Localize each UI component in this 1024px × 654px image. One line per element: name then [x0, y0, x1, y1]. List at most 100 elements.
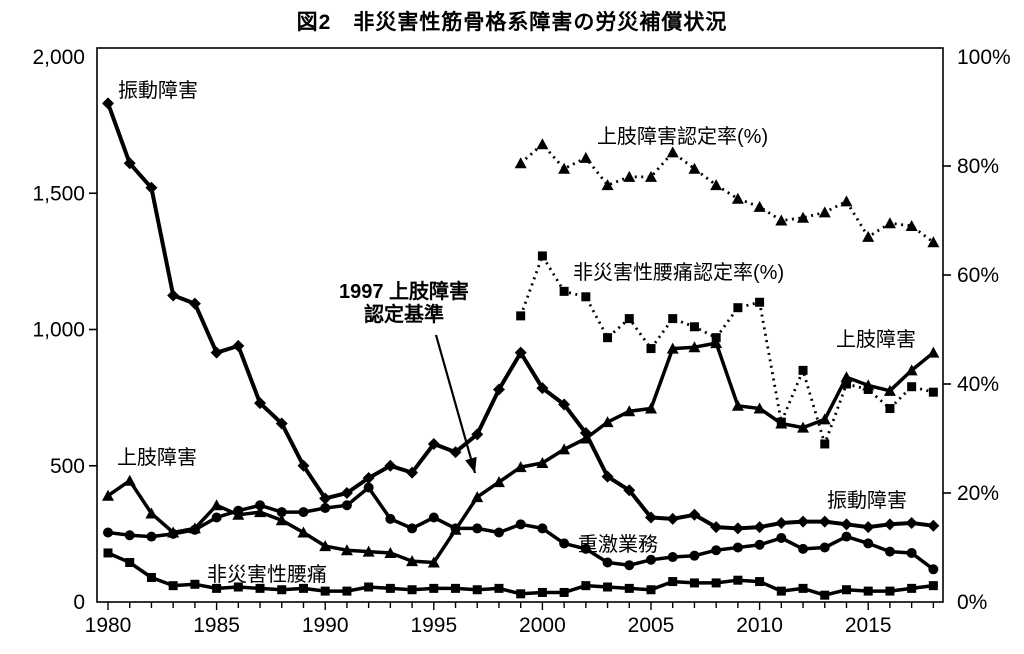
series-low-back-pain-approval-rate-point	[885, 404, 895, 414]
series-low-back-pain-approval-rate-point	[624, 314, 634, 324]
series-upper-limb-approval-rate-point	[753, 200, 766, 212]
series-low-back-pain-approval-rate-point	[689, 322, 699, 332]
series-heavy-work-point	[841, 531, 852, 542]
series-non-accident-low-back-pain-point	[907, 583, 917, 593]
series-upper-limb-disorder-point	[123, 474, 136, 486]
series-upper-limb-approval-rate-point	[818, 206, 831, 218]
series-vibration-disorder-point	[797, 515, 810, 528]
series-heavy-work-point	[146, 531, 157, 542]
series-upper-limb-disorder-point	[645, 402, 657, 414]
series-upper-limb-disorder-point	[492, 476, 505, 488]
series-label: 上肢障害	[836, 328, 916, 351]
series-upper-limb-disorder-point	[927, 346, 940, 358]
series-upper-limb-disorder-point	[102, 489, 114, 501]
series-low-back-pain-approval-rate-point	[711, 333, 721, 343]
series-label: 上肢障害認定率(%)	[597, 125, 768, 148]
series-low-back-pain-approval-rate-point	[928, 387, 938, 397]
series-non-accident-low-back-pain-point	[581, 581, 591, 591]
series-upper-limb-disorder-point	[427, 556, 440, 568]
series-upper-limb-disorder-point	[297, 526, 310, 538]
series-non-accident-low-back-pain-point	[103, 548, 113, 558]
series-low-back-pain-approval-rate-point	[841, 379, 851, 389]
series-vibration-disorder-point	[319, 492, 332, 505]
series-upper-limb-disorder-point	[406, 555, 419, 567]
series-vibration-disorder-point	[275, 417, 288, 430]
series-upper-limb-disorder-point	[514, 461, 527, 473]
series-low-back-pain-approval-rate-point	[755, 297, 765, 307]
series-vibration-disorder-point	[731, 522, 744, 535]
series-label: 上肢障害	[117, 446, 197, 469]
series-upper-limb-disorder-point	[471, 491, 484, 503]
series-upper-limb-disorder-point	[254, 506, 267, 518]
series-heavy-work-point	[580, 543, 591, 554]
series-vibration-disorder-point	[123, 157, 136, 170]
left-axis-tick-label: 0	[73, 591, 85, 614]
series-upper-limb-disorder-point	[384, 546, 397, 558]
series-vibration-disorder-point	[883, 518, 896, 531]
series-heavy-work-point	[168, 528, 179, 539]
series-upper-limb-disorder-point	[840, 371, 853, 383]
series-low-back-pain-approval-rate-point	[820, 439, 830, 449]
series-heavy-work-point	[884, 546, 895, 557]
series-upper-limb-disorder-point	[666, 342, 679, 354]
x-axis-tick-label: 1990	[302, 614, 349, 637]
series-label: 振動障害	[118, 79, 198, 102]
x-axis-tick-label: 2005	[628, 614, 675, 637]
series-upper-limb-disorder-point	[905, 364, 918, 376]
series-heavy-work-point	[667, 552, 678, 563]
right-axis-tick-label: 80%	[957, 155, 999, 178]
left-axis-tick-label: 1,500	[32, 182, 85, 205]
series-non-accident-low-back-pain-point	[255, 583, 265, 593]
x-axis-tick-label: 1995	[410, 614, 457, 637]
series-low-back-pain-approval-rate-point	[863, 384, 873, 394]
series-non-accident-low-back-pain-point	[494, 583, 504, 593]
x-axis-tick-label: 1985	[193, 614, 240, 637]
series-upper-limb-approval-rate-point	[645, 170, 657, 182]
series-upper-limb-disorder-point	[797, 421, 810, 433]
left-axis-tick-label: 2,000	[32, 46, 85, 69]
series-heavy-work-point	[689, 550, 700, 561]
series-vibration-disorder-point	[145, 181, 158, 194]
series-vibration-disorder-point	[601, 470, 614, 483]
right-axis-tick-label: 20%	[957, 482, 999, 505]
series-vibration-disorder-point	[775, 516, 788, 529]
series-vibration-disorder-point	[254, 397, 267, 410]
series-non-accident-low-back-pain-point	[885, 586, 895, 596]
left-axis-tick-label: 1,000	[32, 319, 85, 342]
series-heavy-work-point	[341, 500, 352, 511]
series-upper-limb-disorder-point	[536, 457, 549, 469]
series-non-accident-low-back-pain-point	[516, 589, 526, 599]
series-non-accident-low-back-pain-point	[928, 581, 938, 591]
series-low-back-pain-approval-rate-point	[537, 251, 547, 261]
series-vibration-disorder-point	[297, 459, 310, 472]
series-vibration-disorder-point	[210, 346, 223, 359]
series-vibration-disorder-point	[818, 515, 831, 528]
series-non-accident-low-back-pain-point	[277, 585, 287, 595]
series-heavy-work-point	[646, 554, 656, 565]
series-upper-limb-disorder-point	[710, 337, 723, 349]
series-upper-limb-disorder-point	[319, 540, 332, 552]
series-non-accident-low-back-pain-point	[776, 586, 786, 596]
series-low-back-pain-approval-rate-point	[798, 365, 808, 375]
series-vibration-disorder-point	[905, 516, 918, 529]
series-vibration-disorder-point	[188, 297, 201, 310]
series-upper-limb-disorder-line	[107, 341, 935, 565]
series-upper-limb-approval-rate-point	[623, 170, 636, 182]
x-axis-tick-label: 2000	[519, 614, 566, 637]
series-heavy-work-point	[906, 547, 917, 558]
series-upper-limb-approval-rate-point	[558, 162, 571, 174]
series-non-accident-low-back-pain-point	[559, 587, 569, 597]
series-low-back-pain-approval-rate-point	[646, 344, 656, 354]
series-non-accident-low-back-pain-point	[603, 582, 613, 592]
series-vibration-disorder-point	[927, 519, 940, 532]
series-heavy-work-point	[819, 542, 830, 553]
series-heavy-work-point	[298, 507, 309, 518]
chart-title: 図2 非災害性筋骨格系障害の労災補償状況	[296, 11, 728, 34]
series-non-accident-low-back-pain-point	[755, 577, 765, 587]
left-axis-tick-label: 500	[50, 455, 85, 478]
series-upper-limb-disorder-point	[210, 499, 223, 511]
series-non-accident-low-back-pain-point	[385, 583, 395, 593]
series-vibration-disorder-point	[558, 398, 571, 411]
series-heavy-work-point	[385, 513, 396, 524]
series-vibration-disorder-point	[340, 487, 353, 499]
